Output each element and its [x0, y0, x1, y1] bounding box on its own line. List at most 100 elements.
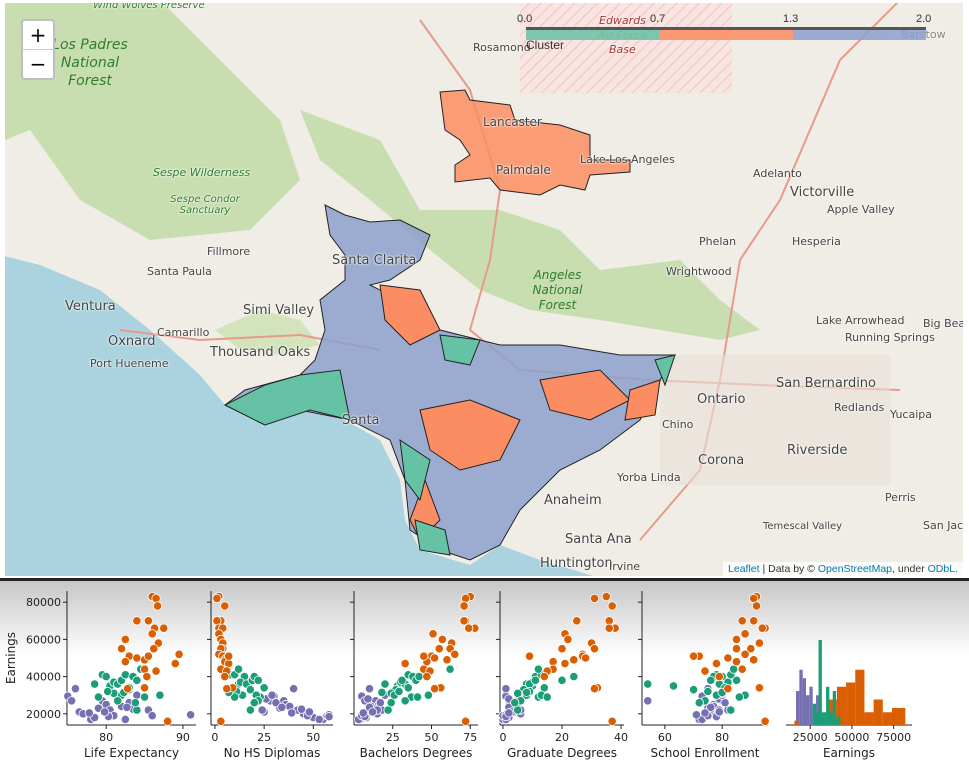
map-attribution: Leaflet | Data by © OpenStreetMap, under…: [723, 562, 963, 576]
x-tick-label: 40: [614, 731, 628, 744]
region-cluster-0[interactable]: [439, 334, 481, 366]
scatter-point: [304, 707, 314, 717]
place-label: Redlands: [834, 401, 885, 414]
scatter-point: [162, 716, 173, 726]
scatter-point: [504, 708, 514, 718]
region-cluster-1[interactable]: [624, 379, 661, 421]
scatter-point: [723, 684, 733, 694]
scatter-point: [143, 616, 153, 626]
openstreetmap-link[interactable]: OpenStreetMap: [817, 563, 893, 575]
histogram-bar: [816, 712, 819, 725]
region-cluster-0[interactable]: [414, 519, 451, 556]
map[interactable]: Wind Wolves Preserve Los Padres National…: [5, 3, 963, 576]
place-label: Ventura: [65, 299, 116, 314]
scatter-point: [249, 698, 259, 708]
place-label: Lake Arrowhead: [816, 314, 905, 327]
scatter-point: [740, 629, 750, 639]
place-label: Corona: [698, 453, 745, 468]
histogram-bar: [826, 686, 830, 725]
x-axis-label: Life Expectancy: [84, 746, 179, 760]
map-tiles: [5, 3, 901, 576]
scatter-point: [700, 708, 710, 718]
scatter-point: [524, 651, 535, 661]
ocean: [5, 256, 594, 576]
scatter-point: [100, 707, 110, 717]
scatter-point: [706, 702, 716, 712]
scatter-point: [153, 601, 163, 611]
scatter-point: [130, 698, 140, 708]
scatter-point: [116, 644, 127, 654]
forest-angeles: [300, 110, 760, 340]
scatter-point: [422, 672, 432, 682]
scatter-point: [581, 653, 591, 663]
x-tick-label: 25: [386, 731, 400, 744]
scatter-point: [377, 687, 387, 698]
place-label: Palmdale: [496, 163, 551, 177]
place-label: Phelan: [699, 235, 737, 248]
x-tick-label: 90: [176, 731, 190, 744]
region-cluster-1[interactable]: [439, 89, 631, 196]
x-axis-label: Bachelors Degrees: [360, 746, 473, 760]
scatter-point: [423, 690, 433, 700]
scatter-point: [296, 704, 307, 714]
region-cluster-0[interactable]: [399, 438, 431, 502]
region-cluster-1[interactable]: [379, 284, 441, 346]
leaflet-link[interactable]: Leaflet: [728, 563, 760, 575]
place-label: Lake Los Angeles: [580, 153, 675, 166]
region-cluster-0[interactable]: [223, 369, 351, 426]
x-tick-label: 50: [306, 731, 320, 744]
urban-inland-empire: [660, 355, 890, 485]
y-tick-label: 80000: [26, 596, 61, 609]
scatter-point: [132, 675, 142, 685]
zoom-control: + −: [21, 19, 55, 80]
scatter-point: [434, 644, 444, 654]
place-label: Yorba Linda: [617, 471, 681, 484]
region-cluster-1[interactable]: [419, 399, 521, 471]
scatter-point: [604, 623, 614, 633]
scatter-point: [464, 623, 474, 633]
x-axis-label: Graduate Degrees: [507, 746, 617, 760]
scatter-point: [703, 686, 713, 697]
scatter-point: [437, 634, 447, 644]
place-label: Perris: [885, 491, 916, 504]
scatter-point: [563, 634, 573, 644]
region-cluster-0[interactable]: [654, 354, 676, 387]
scatter-point: [723, 653, 733, 663]
scatter-point: [760, 716, 770, 726]
scatter-point: [174, 649, 184, 659]
place-label: Base: [609, 43, 636, 56]
scatter-point: [257, 705, 267, 715]
scatter-point: [688, 651, 699, 661]
scatter-point: [691, 710, 702, 720]
place-label: Thousand Oaks: [210, 345, 311, 360]
x-tick-label: 20: [555, 731, 569, 744]
scatter-point: [233, 664, 244, 674]
place-label: Sespe Wilderness: [153, 166, 251, 179]
x-tick-label: 0: [499, 731, 506, 744]
x-tick-label: 60: [658, 731, 672, 744]
scatter-point: [122, 702, 132, 712]
zoom-out-button[interactable]: −: [29, 52, 47, 76]
region-cluster-1[interactable]: [539, 369, 631, 421]
scatter-point: [147, 629, 157, 639]
scatter-point: [737, 616, 747, 626]
odbl-link[interactable]: ODbL.: [927, 563, 958, 575]
place-label: Riverside: [787, 443, 848, 458]
scatter-point: [419, 651, 429, 661]
scatter-point: [510, 698, 520, 708]
scatter-point: [459, 601, 469, 611]
place-label: Fillmore: [207, 245, 251, 258]
zoom-in-button[interactable]: +: [23, 21, 53, 50]
place-label: Camarillo: [157, 326, 210, 339]
scatter-point: [397, 675, 407, 685]
region-cluster-2[interactable]: [224, 204, 676, 561]
histogram-bar: [873, 699, 883, 725]
histogram-bar: [818, 640, 822, 725]
scatter-point: [726, 705, 736, 715]
scatter-point: [572, 616, 582, 626]
scatter-point: [367, 707, 378, 717]
scatter-point: [170, 658, 180, 669]
place-label: Wrightwood: [666, 265, 732, 278]
scatter-point: [220, 672, 230, 682]
